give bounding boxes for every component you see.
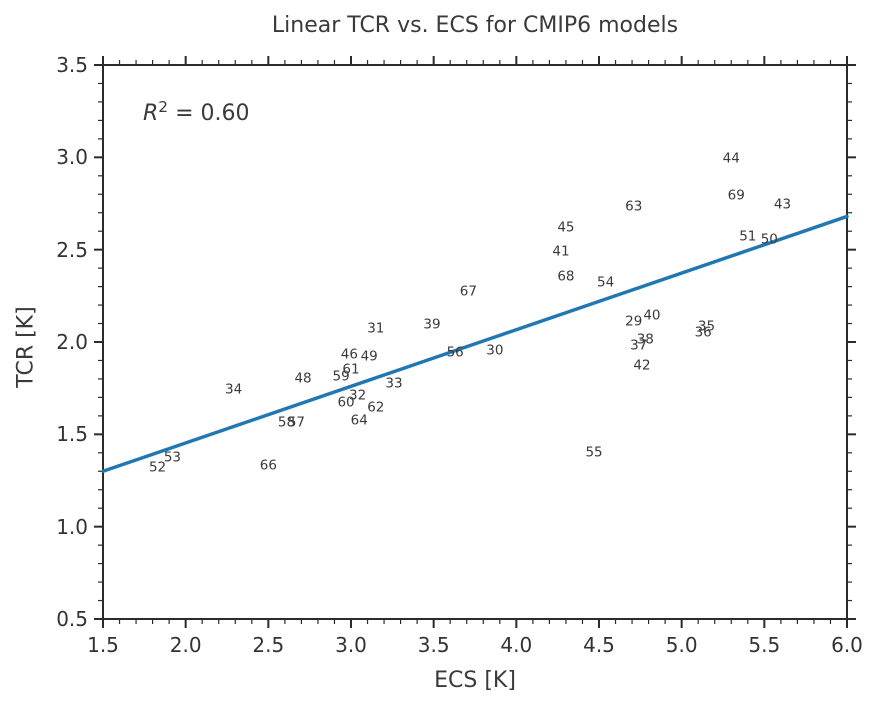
point-label-33: 33 bbox=[385, 375, 403, 392]
point-label-55: 55 bbox=[585, 444, 603, 461]
point-label-43: 43 bbox=[773, 196, 792, 213]
point-label-41: 41 bbox=[552, 242, 570, 259]
point-label-66: 66 bbox=[259, 456, 277, 473]
point-label-30: 30 bbox=[486, 342, 504, 359]
y-tick-label: 1.0 bbox=[56, 514, 88, 539]
x-tick-label: 5.5 bbox=[748, 633, 781, 657]
x-tick-label: 4.5 bbox=[583, 633, 615, 657]
x-tick-label: 3.0 bbox=[335, 633, 367, 657]
point-label-64: 64 bbox=[350, 412, 368, 429]
point-label-62: 62 bbox=[367, 399, 385, 416]
point-label-44: 44 bbox=[722, 150, 740, 167]
x-tick-label: 4.0 bbox=[500, 633, 533, 657]
x-axis-label: ECS [K] bbox=[434, 668, 516, 693]
r-squared-annotation: R2 = 0.60 bbox=[143, 98, 250, 126]
point-label-51: 51 bbox=[739, 227, 757, 244]
point-label-50: 50 bbox=[760, 231, 778, 248]
point-label-38: 38 bbox=[636, 331, 654, 348]
point-label-63: 63 bbox=[625, 198, 643, 215]
point-label-69: 69 bbox=[727, 187, 745, 204]
x-tick-label: 1.5 bbox=[87, 633, 119, 657]
point-label-67: 67 bbox=[459, 283, 477, 300]
x-tick-label: 2.5 bbox=[252, 633, 285, 657]
point-label-59: 59 bbox=[332, 368, 350, 385]
point-label-46: 46 bbox=[340, 346, 358, 363]
point-label-52: 52 bbox=[148, 458, 167, 475]
point-label-58: 58 bbox=[277, 414, 296, 431]
point-label-32: 32 bbox=[349, 386, 367, 403]
point-label-49: 49 bbox=[360, 348, 378, 365]
point-label-31: 31 bbox=[367, 320, 385, 337]
r-squared-exponent: 2 bbox=[158, 97, 169, 116]
point-label-34: 34 bbox=[225, 381, 243, 398]
point-label-68: 68 bbox=[557, 268, 575, 285]
y-tick-label: 2.0 bbox=[56, 330, 88, 354]
point-label-56: 56 bbox=[446, 344, 464, 361]
point-label-57: 57 bbox=[287, 414, 306, 431]
x-tick-label: 3.5 bbox=[417, 633, 450, 657]
y-tick-label: 3.5 bbox=[56, 53, 88, 77]
fit-line bbox=[101, 214, 849, 474]
point-label-36: 36 bbox=[694, 324, 712, 341]
point-label-53: 53 bbox=[163, 449, 182, 466]
point-label-39: 39 bbox=[423, 316, 441, 333]
point-label-40: 40 bbox=[643, 307, 661, 324]
point-label-42: 42 bbox=[633, 357, 651, 374]
x-tick-label: 5.0 bbox=[665, 633, 698, 657]
point-label-54: 54 bbox=[597, 274, 615, 291]
y-tick-label: 3.0 bbox=[56, 145, 88, 170]
x-tick-label: 2.0 bbox=[169, 633, 202, 657]
r-squared-symbol: R bbox=[143, 101, 159, 127]
chart-title: Linear TCR vs. ECS for CMIP6 models bbox=[271, 13, 679, 38]
point-label-29: 29 bbox=[625, 312, 643, 329]
r-squared-value: = 0.60 bbox=[168, 101, 250, 127]
x-tick-label: 6.0 bbox=[831, 633, 863, 657]
y-tick-label: 2.5 bbox=[56, 237, 88, 262]
point-label-45: 45 bbox=[557, 218, 575, 235]
point-label-61: 61 bbox=[342, 360, 360, 377]
point-label-37: 37 bbox=[630, 336, 648, 353]
y-tick-label: 1.5 bbox=[56, 422, 88, 447]
point-label-35: 35 bbox=[697, 318, 716, 335]
point-label-60: 60 bbox=[337, 394, 355, 411]
point-label-48: 48 bbox=[294, 370, 312, 387]
axes-frame bbox=[102, 64, 848, 620]
y-tick-label: 0.5 bbox=[56, 607, 88, 631]
